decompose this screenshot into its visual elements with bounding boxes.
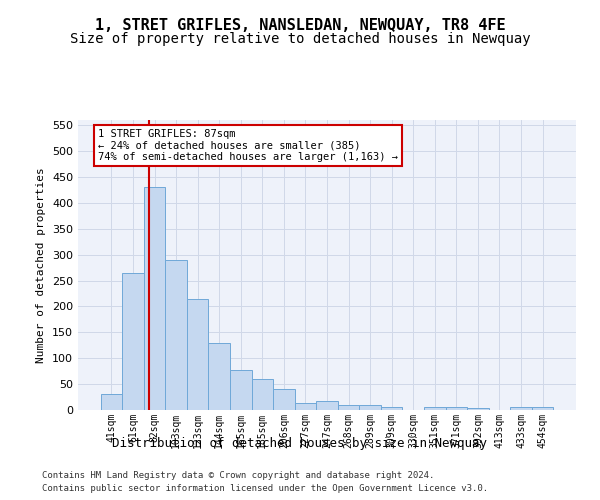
Bar (316, 401, 338, 410)
Bar (467, 408, 488, 410)
Text: Size of property relative to detached houses in Newquay: Size of property relative to detached ho… (70, 32, 530, 46)
Bar (273, 390, 295, 410)
Bar (446, 407, 467, 410)
Bar (230, 370, 251, 410)
Bar (338, 405, 359, 410)
Bar (424, 408, 446, 410)
Bar (166, 260, 187, 410)
Y-axis label: Number of detached properties: Number of detached properties (37, 167, 46, 363)
Bar (101, 394, 122, 410)
Text: 1 STRET GRIFLES: 87sqm
← 24% of detached houses are smaller (385)
74% of semi-de: 1 STRET GRIFLES: 87sqm ← 24% of detached… (98, 128, 398, 162)
Bar (144, 188, 166, 410)
Text: Contains HM Land Registry data © Crown copyright and database right 2024.: Contains HM Land Registry data © Crown c… (42, 471, 434, 480)
Bar (187, 298, 208, 410)
Bar (381, 408, 403, 410)
Text: Contains public sector information licensed under the Open Government Licence v3: Contains public sector information licen… (42, 484, 488, 493)
Text: Distribution of detached houses by size in Newquay: Distribution of detached houses by size … (113, 438, 487, 450)
Bar (532, 408, 553, 410)
Bar (251, 379, 273, 410)
Bar (122, 273, 144, 410)
Bar (359, 405, 381, 410)
Bar (510, 408, 532, 410)
Bar (295, 403, 316, 410)
Text: 1, STRET GRIFLES, NANSLEDAN, NEWQUAY, TR8 4FE: 1, STRET GRIFLES, NANSLEDAN, NEWQUAY, TR… (95, 18, 505, 32)
Bar (208, 342, 230, 410)
